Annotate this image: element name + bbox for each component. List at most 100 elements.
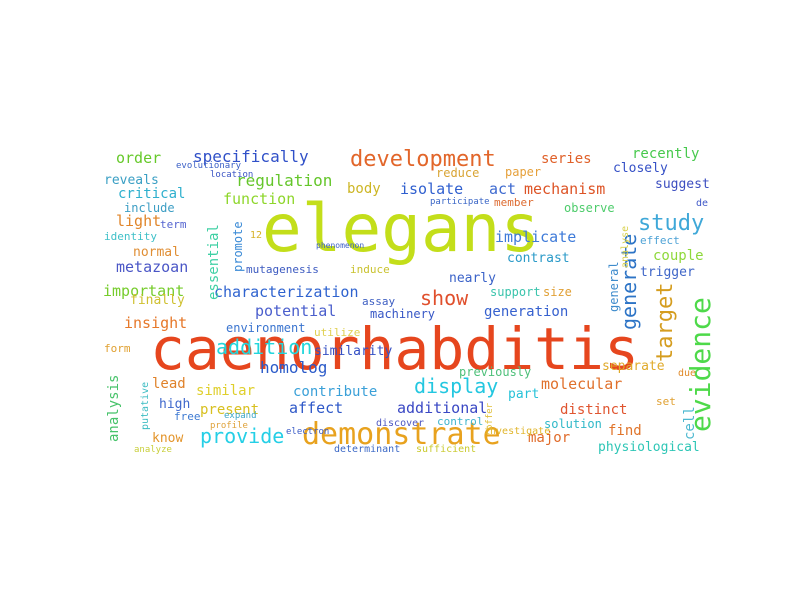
- cloud-word: isolate: [400, 180, 463, 198]
- cloud-word: include: [124, 201, 175, 215]
- cloud-word: nearly: [449, 271, 496, 286]
- cloud-word: specifically: [193, 147, 309, 166]
- cloud-word: de: [696, 198, 708, 209]
- cloud-word: discover: [376, 418, 424, 429]
- cloud-word: contrast: [507, 251, 570, 266]
- cloud-word: regulation: [236, 171, 332, 190]
- cloud-word: analysis: [106, 375, 122, 442]
- cloud-word: term: [160, 218, 187, 231]
- cloud-word: putative: [140, 382, 151, 430]
- cloud-word: physiological: [598, 440, 700, 455]
- cloud-word: general: [607, 261, 621, 312]
- cloud-word: similarity: [314, 344, 392, 359]
- cloud-word: reduce: [436, 166, 479, 180]
- cloud-word: form: [104, 342, 131, 355]
- cloud-word: environment: [226, 321, 305, 335]
- cloud-word: generation: [484, 304, 568, 320]
- cloud-word: lead: [152, 376, 186, 392]
- cloud-word: caenorhabditis: [150, 315, 639, 383]
- cloud-word: electron: [286, 427, 329, 437]
- cloud-word: evolutionary: [176, 161, 242, 171]
- cloud-word: high: [159, 397, 190, 412]
- cloud-word: evidence: [684, 297, 717, 432]
- cloud-word: couple: [653, 248, 704, 264]
- cloud-word: phenomenon: [316, 241, 364, 250]
- cloud-word: contribute: [293, 384, 377, 400]
- cloud-word: assay: [362, 295, 395, 308]
- cloud-word: observe: [564, 201, 615, 215]
- cloud-word: previously: [459, 365, 531, 379]
- cloud-word: potential: [255, 302, 336, 320]
- cloud-word: cell: [682, 406, 698, 440]
- cloud-word: study: [638, 211, 704, 236]
- cloud-word: offer: [485, 402, 495, 430]
- cloud-word: mechanism: [524, 180, 605, 198]
- cloud-word: identity: [104, 230, 157, 243]
- cloud-word: know: [152, 431, 183, 446]
- cloud-word: determinant: [334, 444, 400, 455]
- cloud-word: target: [653, 283, 678, 362]
- cloud-word: order: [116, 149, 161, 167]
- cloud-word: free: [174, 410, 201, 423]
- cloud-word: recently: [632, 146, 699, 162]
- cloud-word: distinct: [560, 402, 627, 418]
- cloud-word: suggest: [655, 177, 710, 192]
- cloud-word: development: [350, 147, 496, 172]
- cloud-word: analyse: [620, 226, 631, 268]
- cloud-word: 12: [250, 230, 262, 241]
- cloud-word: important: [103, 282, 184, 300]
- cloud-word: participate: [430, 197, 490, 207]
- cloud-word: member: [494, 196, 534, 209]
- cloud-word: solution: [544, 417, 602, 431]
- cloud-word: demonstrate: [302, 417, 501, 452]
- cloud-word: investigate: [484, 426, 550, 437]
- cloud-word: homolog: [260, 358, 327, 377]
- cloud-word: closely: [613, 161, 668, 176]
- cloud-word: reveals: [104, 173, 159, 188]
- cloud-word: metazoan: [116, 258, 188, 276]
- cloud-word: affect: [289, 399, 343, 417]
- cloud-word: implicate: [495, 228, 576, 246]
- cloud-word: analyze: [134, 445, 172, 455]
- cloud-word: act: [489, 180, 516, 198]
- cloud-word: show: [420, 286, 469, 310]
- cloud-word: insight: [124, 314, 187, 332]
- cloud-word: normal: [133, 245, 180, 260]
- cloud-word: promote: [231, 221, 245, 272]
- cloud-word: additional: [397, 399, 487, 417]
- cloud-word: utilize: [314, 326, 360, 339]
- cloud-word: light: [116, 212, 161, 230]
- cloud-word: part: [508, 387, 539, 402]
- cloud-word: support: [490, 285, 541, 299]
- cloud-word: control: [437, 415, 483, 428]
- cloud-word: profile: [210, 421, 248, 431]
- cloud-word: molecular: [541, 375, 622, 393]
- cloud-word: trigger: [640, 265, 695, 280]
- cloud-word: find: [608, 423, 642, 439]
- cloud-word: size: [543, 285, 572, 299]
- cloud-word: major: [528, 430, 570, 446]
- cloud-word: expand: [224, 411, 257, 421]
- cloud-word: set: [656, 395, 676, 408]
- cloud-word: location: [210, 170, 253, 180]
- cloud-word: addition: [216, 335, 312, 359]
- cloud-word: separate: [602, 359, 665, 374]
- cloud-word: induce: [350, 263, 390, 276]
- cloud-word: body: [347, 181, 381, 197]
- cloud-word: elegans: [262, 190, 540, 267]
- cloud-word: generate: [617, 234, 641, 330]
- cloud-word: paper: [505, 165, 541, 179]
- cloud-word: series: [541, 151, 592, 167]
- cloud-word: machinery: [370, 307, 435, 321]
- cloud-word: similar: [196, 383, 255, 399]
- cloud-word: provide: [200, 424, 284, 448]
- cloud-word: effect: [640, 234, 680, 247]
- cloud-word: sufficient: [416, 444, 476, 455]
- cloud-word: essential: [206, 224, 222, 300]
- cloud-word: present: [200, 402, 259, 418]
- cloud-word: mutagenesis: [246, 263, 319, 276]
- cloud-word: critical: [118, 186, 185, 202]
- cloud-word: display: [414, 374, 498, 398]
- cloud-word: characterization: [214, 283, 359, 301]
